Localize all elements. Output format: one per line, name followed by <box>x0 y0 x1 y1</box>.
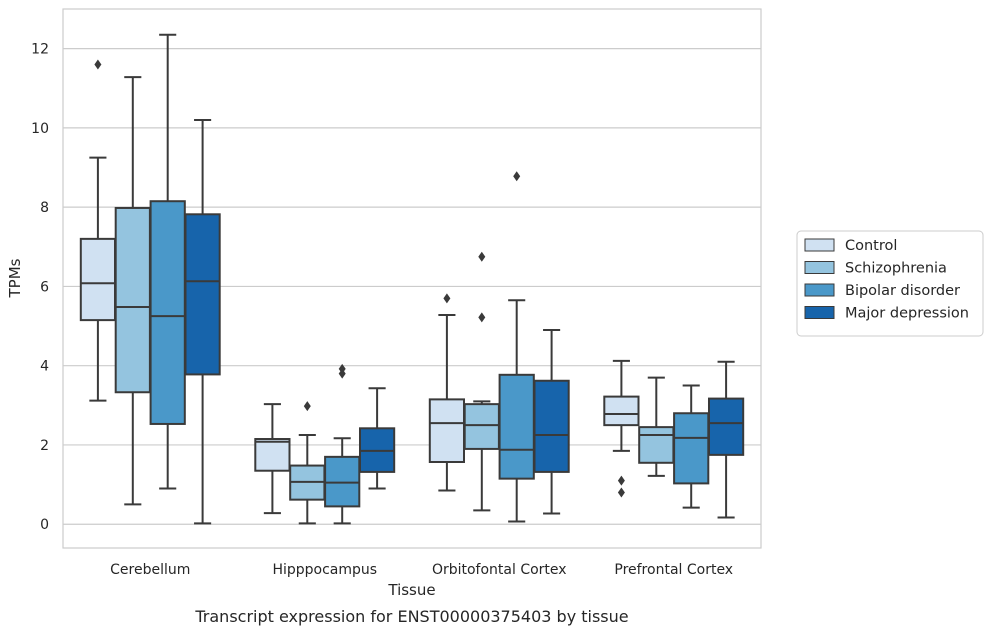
box-iqr <box>114 206 151 394</box>
box-iqr <box>673 412 710 485</box>
legend: Control Schizophrenia Bipolar disorder Majo… <box>796 230 984 337</box>
chart-caption: Transcript expression for ENST0000037540… <box>194 607 628 626</box>
box-iqr <box>254 438 291 472</box>
box <box>324 363 361 525</box>
outlier-point <box>478 312 486 323</box>
box <box>428 293 466 492</box>
box-iqr <box>707 397 745 456</box>
box <box>114 76 151 506</box>
box-iqr <box>603 395 640 427</box>
legend-swatch <box>804 283 835 297</box>
box <box>533 329 570 515</box>
y-axis-ticks: 0 2 4 6 8 10 12 <box>31 42 49 534</box>
box <box>707 360 745 519</box>
legend-label: Major depression <box>845 306 969 322</box>
box-iqr <box>638 426 675 464</box>
y-tick-label: 10 <box>31 121 49 137</box>
box <box>673 384 710 509</box>
outlier-point <box>617 475 625 486</box>
y-tick-label: 8 <box>40 200 49 216</box>
x-axis-ticks: Cerebellum Hipppocampus Orbitofontal Corte… <box>110 562 733 578</box>
box <box>358 387 396 490</box>
outlier-point <box>478 251 486 262</box>
box <box>463 251 500 512</box>
box-iqr <box>149 200 186 425</box>
box-iqr <box>533 379 570 473</box>
box-iqr <box>498 373 535 480</box>
outlier-point <box>617 487 625 498</box>
x-tick-label: Orbitofontal Cortex <box>432 562 567 578</box>
legend-frame <box>796 230 984 337</box>
outlier-point <box>513 171 521 182</box>
box <box>289 401 326 525</box>
legend-label: Bipolar disorder <box>845 283 960 299</box>
legend-swatch <box>804 306 835 319</box>
x-tick-label: Prefrontal Cortex <box>614 562 733 578</box>
legend-swatch <box>804 238 835 252</box>
y-axis-label: TPMs <box>6 258 24 298</box>
box <box>638 376 675 477</box>
y-tick-label: 6 <box>40 279 49 295</box>
box-iqr <box>79 237 117 322</box>
outlier-point <box>94 59 102 70</box>
legend-label: Control <box>845 238 897 254</box>
legend-swatch <box>804 261 835 274</box>
y-tick-label: 0 <box>40 517 49 533</box>
box <box>184 118 221 525</box>
box <box>603 359 640 498</box>
outlier-point <box>443 293 451 304</box>
x-axis-label: Tissue <box>387 581 435 599</box>
y-tick-label: 2 <box>40 438 49 454</box>
x-tick-label: Cerebellum <box>110 562 190 578</box>
box-iqr <box>184 213 221 376</box>
y-tick-label: 4 <box>40 359 49 375</box>
outlier-point <box>303 401 311 412</box>
box-iqr <box>428 398 466 463</box>
box-iqr <box>463 403 500 450</box>
legend-label: Schizophrenia <box>845 261 947 277</box>
x-tick-label: Hipppocampus <box>272 562 377 578</box>
plot-frame <box>62 8 762 549</box>
box-series <box>79 33 745 525</box>
box <box>254 403 291 515</box>
y-tick-label: 12 <box>31 42 49 58</box>
outlier-point <box>338 363 346 374</box>
